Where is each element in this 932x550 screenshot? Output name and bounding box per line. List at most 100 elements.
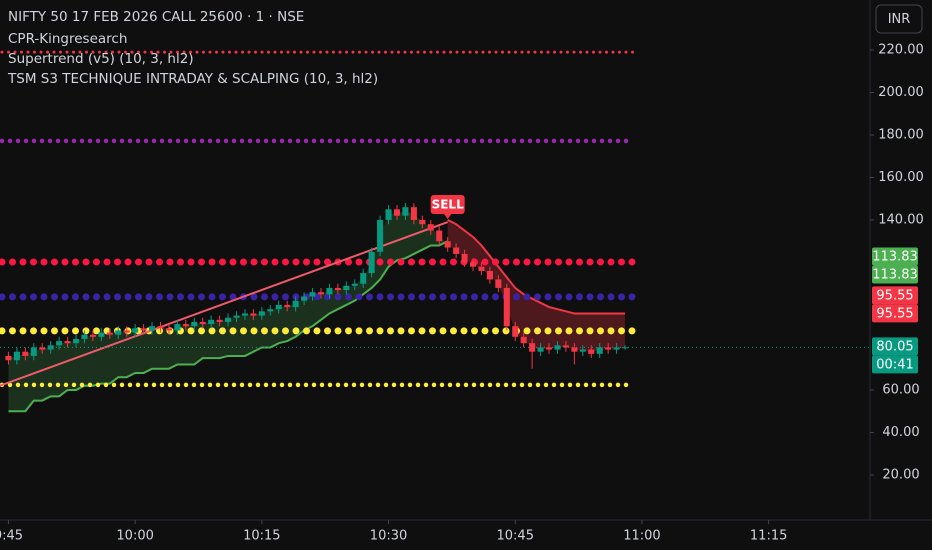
candle-body (486, 270, 493, 280)
candle-body (571, 347, 578, 352)
candle-body (520, 336, 527, 344)
candle-body (174, 324, 181, 331)
currency-button[interactable] (875, 4, 923, 34)
candle-body (191, 321, 198, 327)
candle-body (267, 309, 274, 312)
candle-body (427, 224, 434, 231)
candle-body (89, 334, 96, 337)
candle-body (579, 349, 586, 352)
y-tick-label: 200.00 (878, 85, 924, 100)
candle-body (123, 330, 130, 333)
chart-title: NIFTY 50 17 FEB 2026 CALL 25600 · 1 · NS… (8, 9, 304, 25)
candle-body (605, 347, 612, 350)
candle-body (377, 219, 384, 252)
candle-body (588, 349, 595, 354)
price-label: 95.55 (876, 306, 913, 321)
price-label: 80.05 (876, 339, 913, 354)
candle-body (360, 273, 367, 284)
candle-body (115, 330, 122, 335)
x-tick-label: 10:00 (116, 529, 153, 544)
candle-body (334, 287, 341, 291)
candle-body (309, 292, 316, 297)
supertrend-line (447, 219, 626, 315)
candle-body (469, 262, 477, 267)
candle-body (132, 328, 139, 333)
candle-body (436, 230, 443, 242)
candle-body (13, 351, 20, 361)
candle-body (343, 285, 350, 291)
price-label-box (872, 247, 918, 266)
candle-body (157, 326, 164, 329)
candle-body (72, 338, 80, 344)
candle-body (402, 207, 409, 216)
candle-body (250, 313, 257, 316)
candle-body (199, 321, 206, 325)
signal-label: SELL (432, 197, 464, 211)
candle-body (529, 343, 536, 352)
x-tick-label: 11:00 (623, 529, 660, 544)
supertrend-line (8, 240, 449, 413)
y-tick-label: 160.00 (878, 170, 924, 185)
plot-area: SELL (0, 50, 870, 413)
trend-fill (8, 211, 448, 412)
candle-body (47, 345, 54, 350)
candle-body (140, 328, 147, 331)
candle-body (5, 355, 12, 361)
candle-body (148, 326, 156, 331)
candle-body (301, 296, 308, 301)
candle-body (216, 319, 223, 322)
candle-body (444, 241, 451, 248)
candle-body (98, 332, 105, 337)
x-tick-label: 10:30 (370, 529, 407, 544)
countdown-box (872, 355, 918, 374)
price-label: 113.83 (872, 250, 918, 265)
x-tick-label: 9:45 (0, 529, 23, 544)
indicator-label: CPR-Kingresearch (8, 31, 127, 47)
trendline (0, 221, 449, 387)
price-label-box (872, 286, 918, 305)
candle-body (351, 283, 358, 286)
candle-body (461, 253, 468, 263)
candle-body (182, 324, 189, 327)
y-tick-label: 40.00 (882, 425, 919, 440)
y-tick-label: 20.00 (882, 467, 919, 482)
candle-body (503, 287, 510, 327)
candle-body (22, 351, 29, 356)
candle-body (284, 304, 291, 308)
candle-body (453, 247, 460, 254)
candle-body (39, 347, 46, 350)
candle-body (478, 266, 485, 271)
candle-body (512, 326, 519, 337)
signal-pointer (443, 213, 452, 219)
y-tick-label: 180.00 (878, 127, 924, 142)
candle-body (419, 219, 426, 225)
candle-body (545, 347, 553, 350)
candle-body (208, 319, 215, 325)
indicator-label: TSM S3 TECHNIQUE INTRADAY & SCALPING (10… (7, 71, 378, 87)
candle-body (368, 251, 375, 274)
x-tick-label: 11:15 (750, 529, 787, 544)
currency-label[interactable]: INR (888, 12, 911, 27)
x-tick-label: 10:15 (243, 529, 280, 544)
price-label: 95.55 (876, 288, 913, 303)
candle-body (258, 311, 265, 316)
price-label-box (872, 337, 918, 356)
price-label-box (872, 265, 918, 284)
candle-body (385, 209, 392, 220)
candle-body (225, 317, 232, 322)
candle-body (596, 347, 603, 354)
candle-body (326, 287, 333, 295)
candle-body (165, 328, 172, 331)
candle-body (393, 209, 401, 216)
candle-body (56, 341, 63, 346)
candle-body (292, 300, 299, 308)
y-tick-label: 60.00 (882, 382, 919, 397)
indicator-label: Supertrend (v5) (10, 3, hl2) (8, 51, 194, 67)
candle-body (30, 347, 37, 356)
countdown-label: 00:41 (876, 357, 913, 372)
candle-body (613, 347, 620, 350)
candle-body (241, 313, 248, 316)
